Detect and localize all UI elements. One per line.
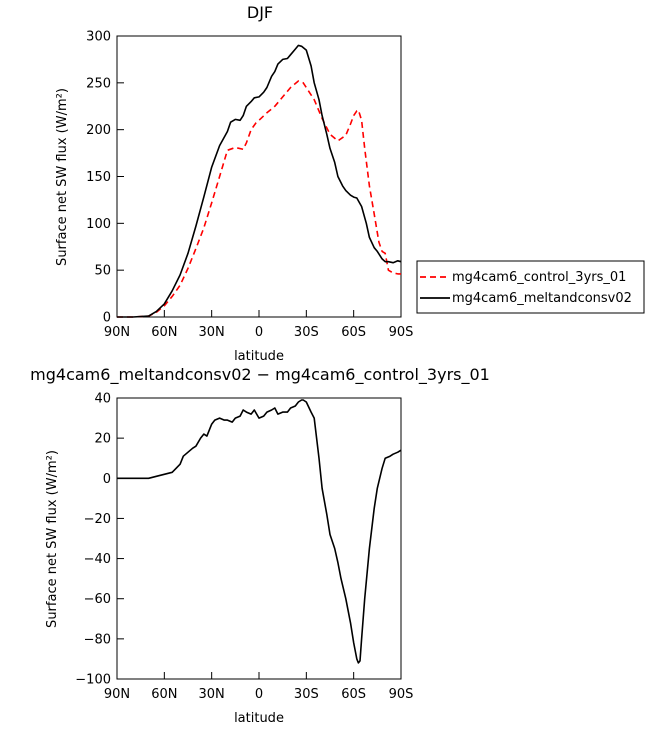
top-series-line-mg4cam6-control-3yrs-01 (117, 80, 401, 318)
bottom-x-tick-label: 90N (104, 687, 130, 702)
legend-control-label: mg4cam6_control_3yrs_01 (452, 270, 626, 285)
top-x-tick-label: 90S (389, 325, 414, 340)
top-y-tick-label: 150 (86, 170, 111, 185)
bottom-y-tick-label: 40 (94, 392, 111, 407)
bottom-x-tick-label: 30S (294, 687, 319, 702)
top-y-tick-label: 200 (86, 123, 111, 138)
bottom-y-tick-label: 0 (103, 472, 111, 487)
top-plot-frame (116, 35, 402, 318)
top-x-tick-label: 0 (255, 325, 263, 340)
bottom-plot-frame (116, 397, 402, 680)
bottom-x-tick-label: 60N (151, 687, 177, 702)
top-y-axis-label: Surface net SW flux (W/m²) (55, 88, 70, 266)
legend-box (416, 260, 645, 314)
bottom-x-tick-label: 90S (389, 687, 414, 702)
bottom-x-tick-label: 0 (255, 687, 263, 702)
top-series-line-mg4cam6-meltandconsv02 (117, 44, 402, 318)
bottom-y-axis-label: Surface net SW flux (W/m²) (45, 450, 60, 628)
top-x-tick-label: 30N (199, 325, 225, 340)
top-y-tick-label: 300 (86, 30, 111, 45)
top-x-tick-label: 90N (104, 325, 130, 340)
top-panel: DJF 0 50 100 150 200 250 300 90N 60N 30N 0 30S 60S 90… (55, 3, 413, 364)
bottom-x-tick-label: 30N (199, 687, 225, 702)
top-x-axis-label: latitude (234, 349, 284, 364)
legend-melt-label: mg4cam6_meltandconsv02 (452, 291, 632, 306)
top-chart-title: DJF (247, 3, 273, 22)
bottom-x-tick-label: 60S (341, 687, 366, 702)
bottom-y-tick-label: −60 (84, 592, 111, 607)
bottom-y-tick-label: −40 (84, 552, 111, 567)
legend: mg4cam6_control_3yrs_01 mg4cam6_meltandc… (416, 260, 645, 314)
top-y-tick-label: 0 (103, 311, 111, 326)
bottom-plot-marks: −100 −80 −60 −40 −20 0 20 40 90N 60N 30N 0 30S 60S 90S (75, 392, 413, 703)
bottom-panel: mg4cam6_meltandconsv02 − mg4cam6_control… (30, 365, 490, 726)
top-x-tick-label: 60S (341, 325, 366, 340)
bottom-y-tick-label: 20 (94, 432, 111, 447)
top-y-tick-label: 250 (86, 76, 111, 91)
bottom-y-tick-label: −100 (75, 673, 111, 688)
bottom-y-tick-label: −80 (84, 632, 111, 647)
top-plot-marks: 0 50 100 150 200 250 300 90N 60N 30N 0 30S 60S 90S (86, 30, 413, 341)
bottom-series-line-difference (117, 399, 402, 664)
top-y-tick-label: 100 (86, 217, 111, 232)
bottom-x-axis-label: latitude (234, 711, 284, 726)
top-x-tick-label: 30S (294, 325, 319, 340)
top-x-tick-label: 60N (151, 325, 177, 340)
bottom-y-tick-label: −20 (84, 512, 111, 527)
top-y-tick-label: 50 (94, 264, 111, 279)
bottom-chart-title: mg4cam6_meltandconsv02 − mg4cam6_control… (30, 365, 490, 385)
